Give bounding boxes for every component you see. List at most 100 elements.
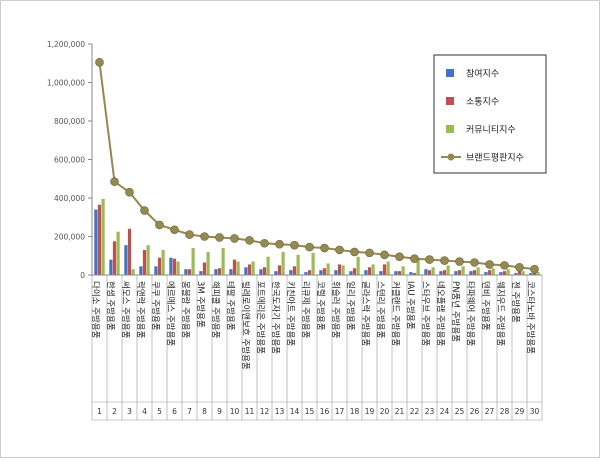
x-category-label: 몽블랑 주방용품 xyxy=(180,281,191,339)
y-tick-label: 400,000 xyxy=(54,194,85,203)
bar-커뮤니티지수 xyxy=(266,256,270,275)
line-point xyxy=(140,206,149,215)
x-category-label: 글라스락 주방용품 xyxy=(360,281,371,346)
line-point xyxy=(335,245,344,255)
x-category-label: 쿠쿠 주방용품 xyxy=(150,281,161,331)
bar-커뮤니티지수 xyxy=(131,269,135,275)
bar-커뮤니티지수 xyxy=(176,261,180,275)
bar-소통지수 xyxy=(427,270,432,275)
x-category-label: 해피콜 주방용품 xyxy=(210,281,221,339)
x-axis: 다이소 주방용품 한샘 주방용품 써모스 주방용품 락앤락 주방용품 쿠쿠 주방용품 에르… xyxy=(90,274,543,421)
x-category-label: 포트메리온 주방용품 xyxy=(255,281,266,354)
bar-참여지수 xyxy=(109,259,113,275)
x-index-label: 24 xyxy=(440,407,450,416)
legend-label: 브랜드평판지수 xyxy=(466,153,524,164)
bar-커뮤니티지수 xyxy=(236,261,240,275)
line-point xyxy=(245,236,254,245)
x-category-label: 젠 주방용품 xyxy=(510,281,521,323)
y-tick-label: 1,200,000 xyxy=(47,40,85,49)
bar-참여지수 xyxy=(334,270,338,275)
x-category-label: 3M 주방용품 xyxy=(195,281,206,328)
y-axis: 0 200,000 400,000 600,000 800,000 1,000,000 1,… xyxy=(47,40,93,280)
bar-참여지수 xyxy=(364,270,368,275)
bar-참여지수 xyxy=(154,266,158,275)
x-category-label: 코렐 주방용품 xyxy=(315,281,326,331)
x-category-label: 빌레로이앤보흐 주방용품 xyxy=(240,281,251,370)
bar-참여지수 xyxy=(184,269,188,275)
x-category-label: 테팔 주방용품 xyxy=(225,281,236,331)
bar-소통지수 xyxy=(202,262,207,275)
bar-소통지수 xyxy=(412,273,417,275)
x-index-label: 23 xyxy=(425,407,435,416)
line-point xyxy=(320,243,329,253)
line-point xyxy=(515,262,524,272)
x-category-label: 한샘 주방용품 xyxy=(105,281,116,331)
bar-참여지수 xyxy=(274,271,278,275)
x-category-label: IAU 주방용품 xyxy=(405,281,416,330)
bar-커뮤니티지수 xyxy=(491,268,495,275)
bar-커뮤니티지수 xyxy=(386,261,390,275)
x-index-label: 25 xyxy=(455,407,465,416)
x-category-label: 일리 주방용품 xyxy=(345,281,356,331)
x-index-label: 15 xyxy=(305,407,315,416)
y-tick-label: 0 xyxy=(80,271,85,280)
x-index-label: 19 xyxy=(365,407,375,416)
legend-swatch xyxy=(446,97,454,105)
bar-커뮤니티지수 xyxy=(461,266,465,275)
bar-참여지수 xyxy=(229,269,233,275)
x-index-label: 6 xyxy=(172,407,177,416)
x-index-label: 29 xyxy=(515,407,525,416)
y-tick-label: 1,000,000 xyxy=(47,79,85,88)
bar-커뮤니티지수 xyxy=(521,271,525,275)
x-index-label: 30 xyxy=(530,407,540,416)
x-category-label: 스텐리 주방용품 xyxy=(375,281,386,339)
x-index-label: 2 xyxy=(112,407,117,416)
line-point xyxy=(155,220,164,230)
bar-소통지수 xyxy=(442,270,447,275)
line-point xyxy=(110,177,119,186)
bar-참여지수 xyxy=(529,273,533,275)
bar-소통지수 xyxy=(262,267,267,275)
bar-참여지수 xyxy=(304,272,308,275)
bar-커뮤니티지수 xyxy=(326,263,330,275)
line-point xyxy=(425,255,434,264)
x-index-label: 4 xyxy=(142,407,147,416)
bar-소통지수 xyxy=(217,268,222,275)
bar-커뮤니티지수 xyxy=(476,267,480,275)
bar-소통지수 xyxy=(352,268,357,275)
legend-swatch xyxy=(446,125,454,133)
bar-소통지수 xyxy=(292,266,297,275)
x-category-label: 네오플램 주방용품 xyxy=(435,281,446,346)
bar-소통지수 xyxy=(337,264,342,275)
bar-소통지수 xyxy=(232,259,237,275)
bar-커뮤니티지수 xyxy=(506,269,510,275)
x-index-label: 20 xyxy=(380,407,390,416)
x-category-label: 타파웨어 주방용품 xyxy=(465,281,476,346)
bar-참여지수 xyxy=(349,271,353,275)
bar-소통지수 xyxy=(127,228,132,275)
bar-커뮤니티지수 xyxy=(146,245,150,275)
line-series-group xyxy=(95,57,539,274)
line-point xyxy=(170,225,179,235)
bar-커뮤니티지수 xyxy=(311,252,315,275)
bar-참여지수 xyxy=(484,272,488,275)
x-index-label: 8 xyxy=(202,407,207,416)
bar-참여지수 xyxy=(469,271,473,275)
bar-커뮤니티지수 xyxy=(296,254,300,275)
bar-참여지수 xyxy=(94,209,98,275)
x-index-label: 22 xyxy=(410,407,420,416)
bar-참여지수 xyxy=(124,245,128,275)
line-point xyxy=(455,257,464,266)
x-index-label: 17 xyxy=(335,407,345,416)
x-index-label: 12 xyxy=(260,407,270,416)
line-point xyxy=(260,238,269,248)
bar-참여지수 xyxy=(409,272,413,275)
bar-참여지수 xyxy=(259,269,263,275)
bar-참여지수 xyxy=(214,269,218,275)
legend-label: 참여지수 xyxy=(466,68,499,80)
bar-소통지수 xyxy=(532,272,537,275)
line-point xyxy=(485,260,494,269)
